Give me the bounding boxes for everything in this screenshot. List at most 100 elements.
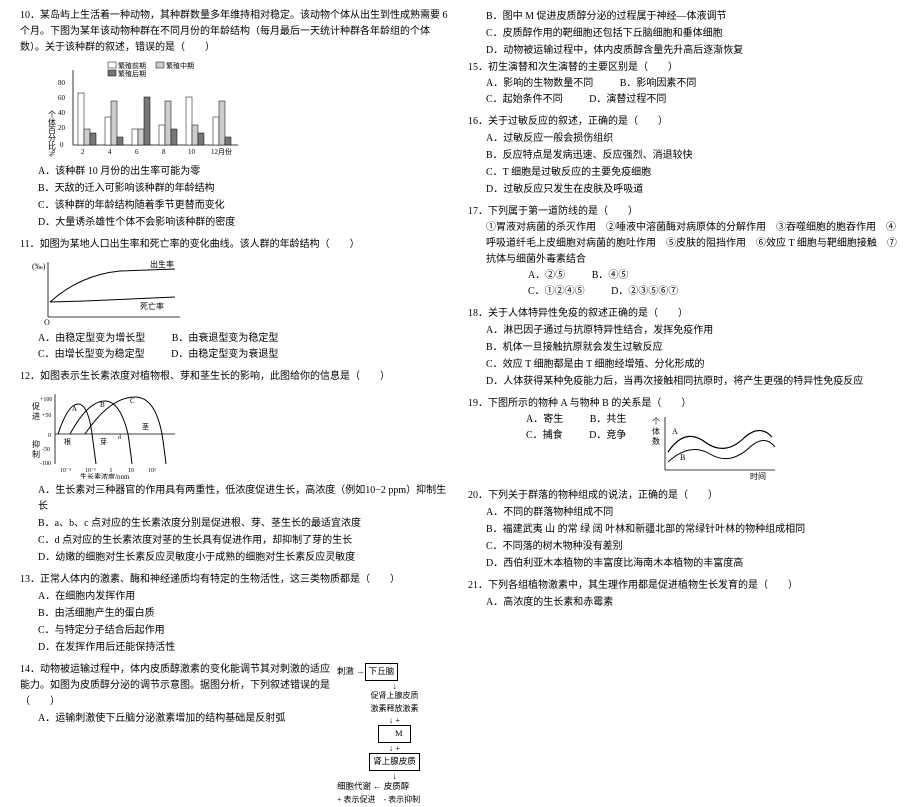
q14-opt-d: D．动物被运输过程中，体内皮质醇含量先升高后逐渐恢复 <box>486 43 900 59</box>
q10-chart: 个体百分比% 0 20 40 60 80 繁殖前期 繁殖中期 繁殖后期 <box>48 60 452 160</box>
q12-opt-a: A．生长素对三种器官的作用具有两重性，低浓度促进生长，高浓度（例如10−2 pp… <box>38 483 452 515</box>
svg-text:时间: 时间 <box>750 471 766 481</box>
svg-text:d: d <box>118 435 121 441</box>
q17-opt-a: A．②⑤ <box>528 268 565 284</box>
q19-opt-b: B．共生 <box>590 412 627 428</box>
svg-text:-50: -50 <box>42 447 50 453</box>
q15-opt-a: A．影响的生物数量不同 <box>486 76 593 92</box>
q21-opt-a: A．高浓度的生长素和赤霉素 <box>486 595 900 611</box>
svg-text:制: 制 <box>32 449 40 459</box>
svg-text:体: 体 <box>652 426 660 436</box>
svg-text:A: A <box>672 427 678 436</box>
q15: 15．初生演替和次生演替的主要区别是（ ） A．影响的生物数量不同 B．影响因素… <box>468 60 900 108</box>
svg-text:6: 6 <box>135 148 139 156</box>
q10-opt-b: B．天敌的迁入可影响该种群的年龄结构 <box>38 181 452 197</box>
q18-stem: 18．关于人体特异性免疫的叙述正确的是（ ） <box>468 306 900 322</box>
q19-opt-a: A．寄生 <box>526 412 563 428</box>
q10-stem: 10．某岛屿上生活着一种动物，其种群数量多年维持相对稳定。该动物个体从出生到性成… <box>20 8 452 56</box>
q11-opt-c: C．由增长型变为稳定型 <box>38 347 145 363</box>
svg-text:60: 60 <box>58 94 66 102</box>
svg-text:B: B <box>100 401 105 409</box>
q16-opt-a: A．过敏反应一般会损伤组织 <box>486 131 900 147</box>
q20-opt-c: C．不同落的树木物种没有差别 <box>486 539 900 555</box>
q17-opt-c: C．①②④⑤ <box>528 284 585 300</box>
svg-text:20: 20 <box>58 124 66 132</box>
svg-text:(‰): (‰) <box>32 262 46 271</box>
q17: 17．下列属于第一道防线的是（ ） ①胃液对病菌的杀灭作用 ②唾液中溶菌酶对病原… <box>468 204 900 300</box>
q17-opt-b: B．④⑤ <box>592 268 629 284</box>
q11-opt-d: D．由稳定型变为衰退型 <box>171 347 278 363</box>
q15-opt-c: C．起始条件不同 <box>486 92 563 108</box>
q10-opt-c: C．该种群的年龄结构随着季节更替而变化 <box>38 198 452 214</box>
svg-text:生长素浓度/ppm: 生长素浓度/ppm <box>80 472 130 479</box>
q14-rest: B．图中 M 促进皮质醇分泌的过程属于神经—体液调节 C．皮质醇作用的靶细胞还包… <box>468 9 900 59</box>
q18-opt-c: C．效应 T 细胞都是由 T 细胞经增殖、分化形成的 <box>486 357 900 373</box>
q11-opt-b: B．由衰退型变为稳定型 <box>172 331 279 347</box>
q19-opt-c: C．捕食 <box>526 428 563 444</box>
q19: 19．下图所示的物种 A 与物种 B 的关系是（ ） A．寄生 B．共生 C．捕… <box>468 396 900 482</box>
q13-stem: 13．正常人体内的激素、酶和神经递质均有特定的生物活性，这三类物质都是（ ） <box>20 572 452 588</box>
q16-opt-b: B．反应特点是发病迅速、反应强烈、消退较快 <box>486 148 900 164</box>
svg-text:10⁻²: 10⁻² <box>60 468 71 474</box>
q12-stem: 12．如图表示生长素浓度对植物根、芽和茎生长的影响，此图给你的信息是（ ） <box>20 369 452 385</box>
q19-stem: 19．下图所示的物种 A 与物种 B 的关系是（ ） <box>468 396 900 412</box>
q13-opt-b: B．由活细胞产生的蛋白质 <box>38 606 452 622</box>
svg-text:死亡率: 死亡率 <box>140 301 164 311</box>
q10: 10．某岛屿上生活着一种动物，其种群数量多年维持相对稳定。该动物个体从出生到性成… <box>20 8 452 231</box>
q17-stem: 17．下列属于第一道防线的是（ ） <box>468 204 900 220</box>
q21: 21．下列各组植物激素中，其生理作用都是促进植物生长发育的是（ ） A．高浓度的… <box>468 578 900 611</box>
svg-text:出生率: 出生率 <box>150 259 174 269</box>
svg-text:繁殖中期: 繁殖中期 <box>166 61 194 70</box>
svg-text:-100: -100 <box>40 461 51 467</box>
q10-opt-d: D．大量诱杀雄性个体不会影响该种群的密度 <box>38 215 452 231</box>
q11-chart: (‰) 出生率 死亡率 O <box>30 257 452 327</box>
q18: 18．关于人体特异性免疫的叙述正确的是（ ） A．淋巴因子通过与抗原特异性结合，… <box>468 306 900 390</box>
q18-opt-d: D．人体获得某种免疫能力后，当再次接触相同抗原时，将产生更强的特异性免疫反应 <box>486 374 900 390</box>
q15-stem: 15．初生演替和次生演替的主要区别是（ ） <box>468 60 900 76</box>
q17-opt-d: D．②③⑤⑥⑦ <box>611 284 678 300</box>
svg-text:根: 根 <box>64 437 71 446</box>
svg-text:8: 8 <box>162 148 166 156</box>
q13-opt-c: C．与特定分子结合后起作用 <box>38 623 452 639</box>
svg-text:繁殖后期: 繁殖后期 <box>118 69 146 78</box>
svg-text:2: 2 <box>81 148 85 156</box>
q12-chart: 促进 抑制 +100 +50 0 -50 -100 A B C 根 芽 茎 d … <box>30 389 452 479</box>
q20-opt-d: D．西伯利亚木本植物的丰富度比海南木本植物的丰富度高 <box>486 556 900 572</box>
q13: 13．正常人体内的激素、酶和神经递质均有特定的生物活性，这三类物质都是（ ） A… <box>20 572 452 656</box>
q18-opt-b: B．机体一旦接触抗原就会发生过敏反应 <box>486 340 900 356</box>
q10-opt-a: A．该种群 10 月份的出生率可能为零 <box>38 164 452 180</box>
q17-items: ①胃液对病菌的杀灭作用 ②唾液中溶菌酶对病原体的分解作用 ③吞噬细胞的胞吞作用 … <box>468 220 900 268</box>
svg-text:繁殖前期: 繁殖前期 <box>118 61 146 70</box>
svg-text:芽: 芽 <box>100 437 107 446</box>
q20-opt-a: A．不同的群落物种组成不同 <box>486 505 900 521</box>
q12-opt-d: D．幼嫩的细胞对生长素反应灵敏度小于成熟的细胞对生长素反应灵敏度 <box>38 550 452 566</box>
svg-text:12月份: 12月份 <box>211 147 232 156</box>
svg-text:0: 0 <box>60 141 64 149</box>
q16-opt-d: D．过敏反应只发生在皮肤及呼吸道 <box>486 182 900 198</box>
q20: 20．下列关于群落的物种组成的说法，正确的是（ ） A．不同的群落物种组成不同 … <box>468 488 900 572</box>
svg-text:茎: 茎 <box>142 422 149 431</box>
svg-text:0: 0 <box>48 433 51 439</box>
svg-text:+50: +50 <box>42 413 51 419</box>
svg-text:40: 40 <box>58 109 66 117</box>
q16: 16．关于过敏反应的叙述，正确的是（ ） A．过敏反应一般会损伤组织 B．反应特… <box>468 114 900 198</box>
q13-opt-d: D．在发挥作用后还能保持活性 <box>38 640 452 656</box>
svg-text:80: 80 <box>58 79 66 87</box>
q20-stem: 20．下列关于群落的物种组成的说法，正确的是（ ） <box>468 488 900 504</box>
q12: 12．如图表示生长素浓度对植物根、芽和茎生长的影响，此图给你的信息是（ ） 促进… <box>20 369 452 566</box>
svg-text:个: 个 <box>652 417 660 426</box>
q15-opt-d: D．演替过程不同 <box>589 92 666 108</box>
q15-opt-b: B．影响因素不同 <box>620 76 697 92</box>
svg-text:促: 促 <box>32 401 40 411</box>
q16-stem: 16．关于过敏反应的叙述，正确的是（ ） <box>468 114 900 130</box>
svg-text:C: C <box>130 397 135 405</box>
q14: 刺激 →下丘脑 ↓ 促肾上腺皮质激素释放激素 ↓ + M ↓ + 肾上腺皮质 ↓… <box>20 662 452 727</box>
svg-text:进: 进 <box>32 412 40 421</box>
q11: 11．如图为某地人口出生率和死亡率的变化曲线。该人群的年龄结构（ ） (‰) 出… <box>20 237 452 363</box>
q18-opt-a: A．淋巴因子通过与抗原特异性结合，发挥免疫作用 <box>486 323 900 339</box>
q16-opt-c: C．T 细胞是过敏反应的主要免疫细胞 <box>486 165 900 181</box>
q14-opt-b: B．图中 M 促进皮质醇分泌的过程属于神经—体液调节 <box>486 9 900 25</box>
svg-text:10: 10 <box>188 148 196 156</box>
q20-opt-b: B．福建武夷 山 的常 绿 阔 叶林和新疆北部的常绿针叶林的物种组成相同 <box>486 522 900 538</box>
q19-opt-d: D．竞争 <box>589 428 626 444</box>
